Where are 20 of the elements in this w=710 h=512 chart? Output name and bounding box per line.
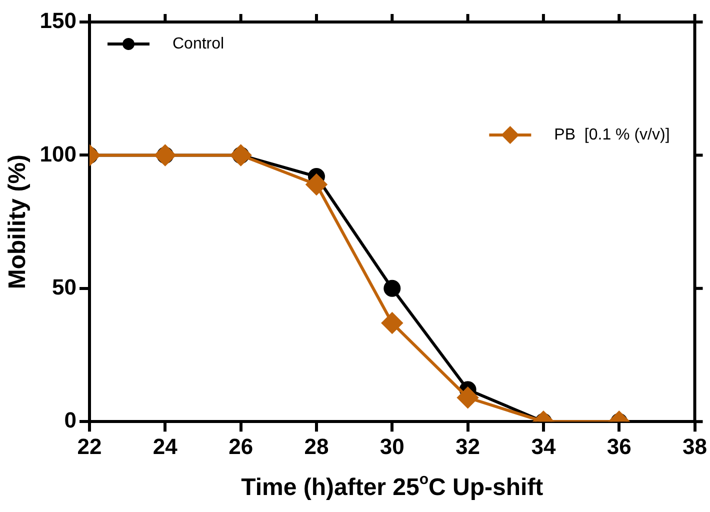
point (457, 387, 478, 408)
x-tick-label: 22 (77, 434, 102, 459)
x-tick-label: 30 (380, 434, 404, 459)
y-axis-title: Mobility (%) (4, 154, 32, 290)
x-tick-label: 34 (531, 434, 556, 459)
x-tick-label: 28 (304, 434, 329, 459)
point (382, 312, 403, 334)
y-tick-label: 0 (64, 408, 77, 433)
point (384, 280, 401, 297)
y-tick-label: 50 (52, 274, 77, 300)
legend-label: PB [0.1 % (v/v)] (554, 126, 670, 144)
x-tick-label: 24 (152, 434, 178, 459)
x-tick-label: 36 (606, 434, 632, 459)
x-tick-label: 26 (228, 434, 254, 459)
x-tick-label: 38 (682, 434, 708, 459)
point (306, 174, 327, 196)
y-tick-label: 100 (40, 141, 77, 166)
x-tick-label: 32 (456, 434, 480, 459)
y-tick-label: 150 (40, 8, 77, 34)
legend-label: Control (172, 35, 224, 52)
